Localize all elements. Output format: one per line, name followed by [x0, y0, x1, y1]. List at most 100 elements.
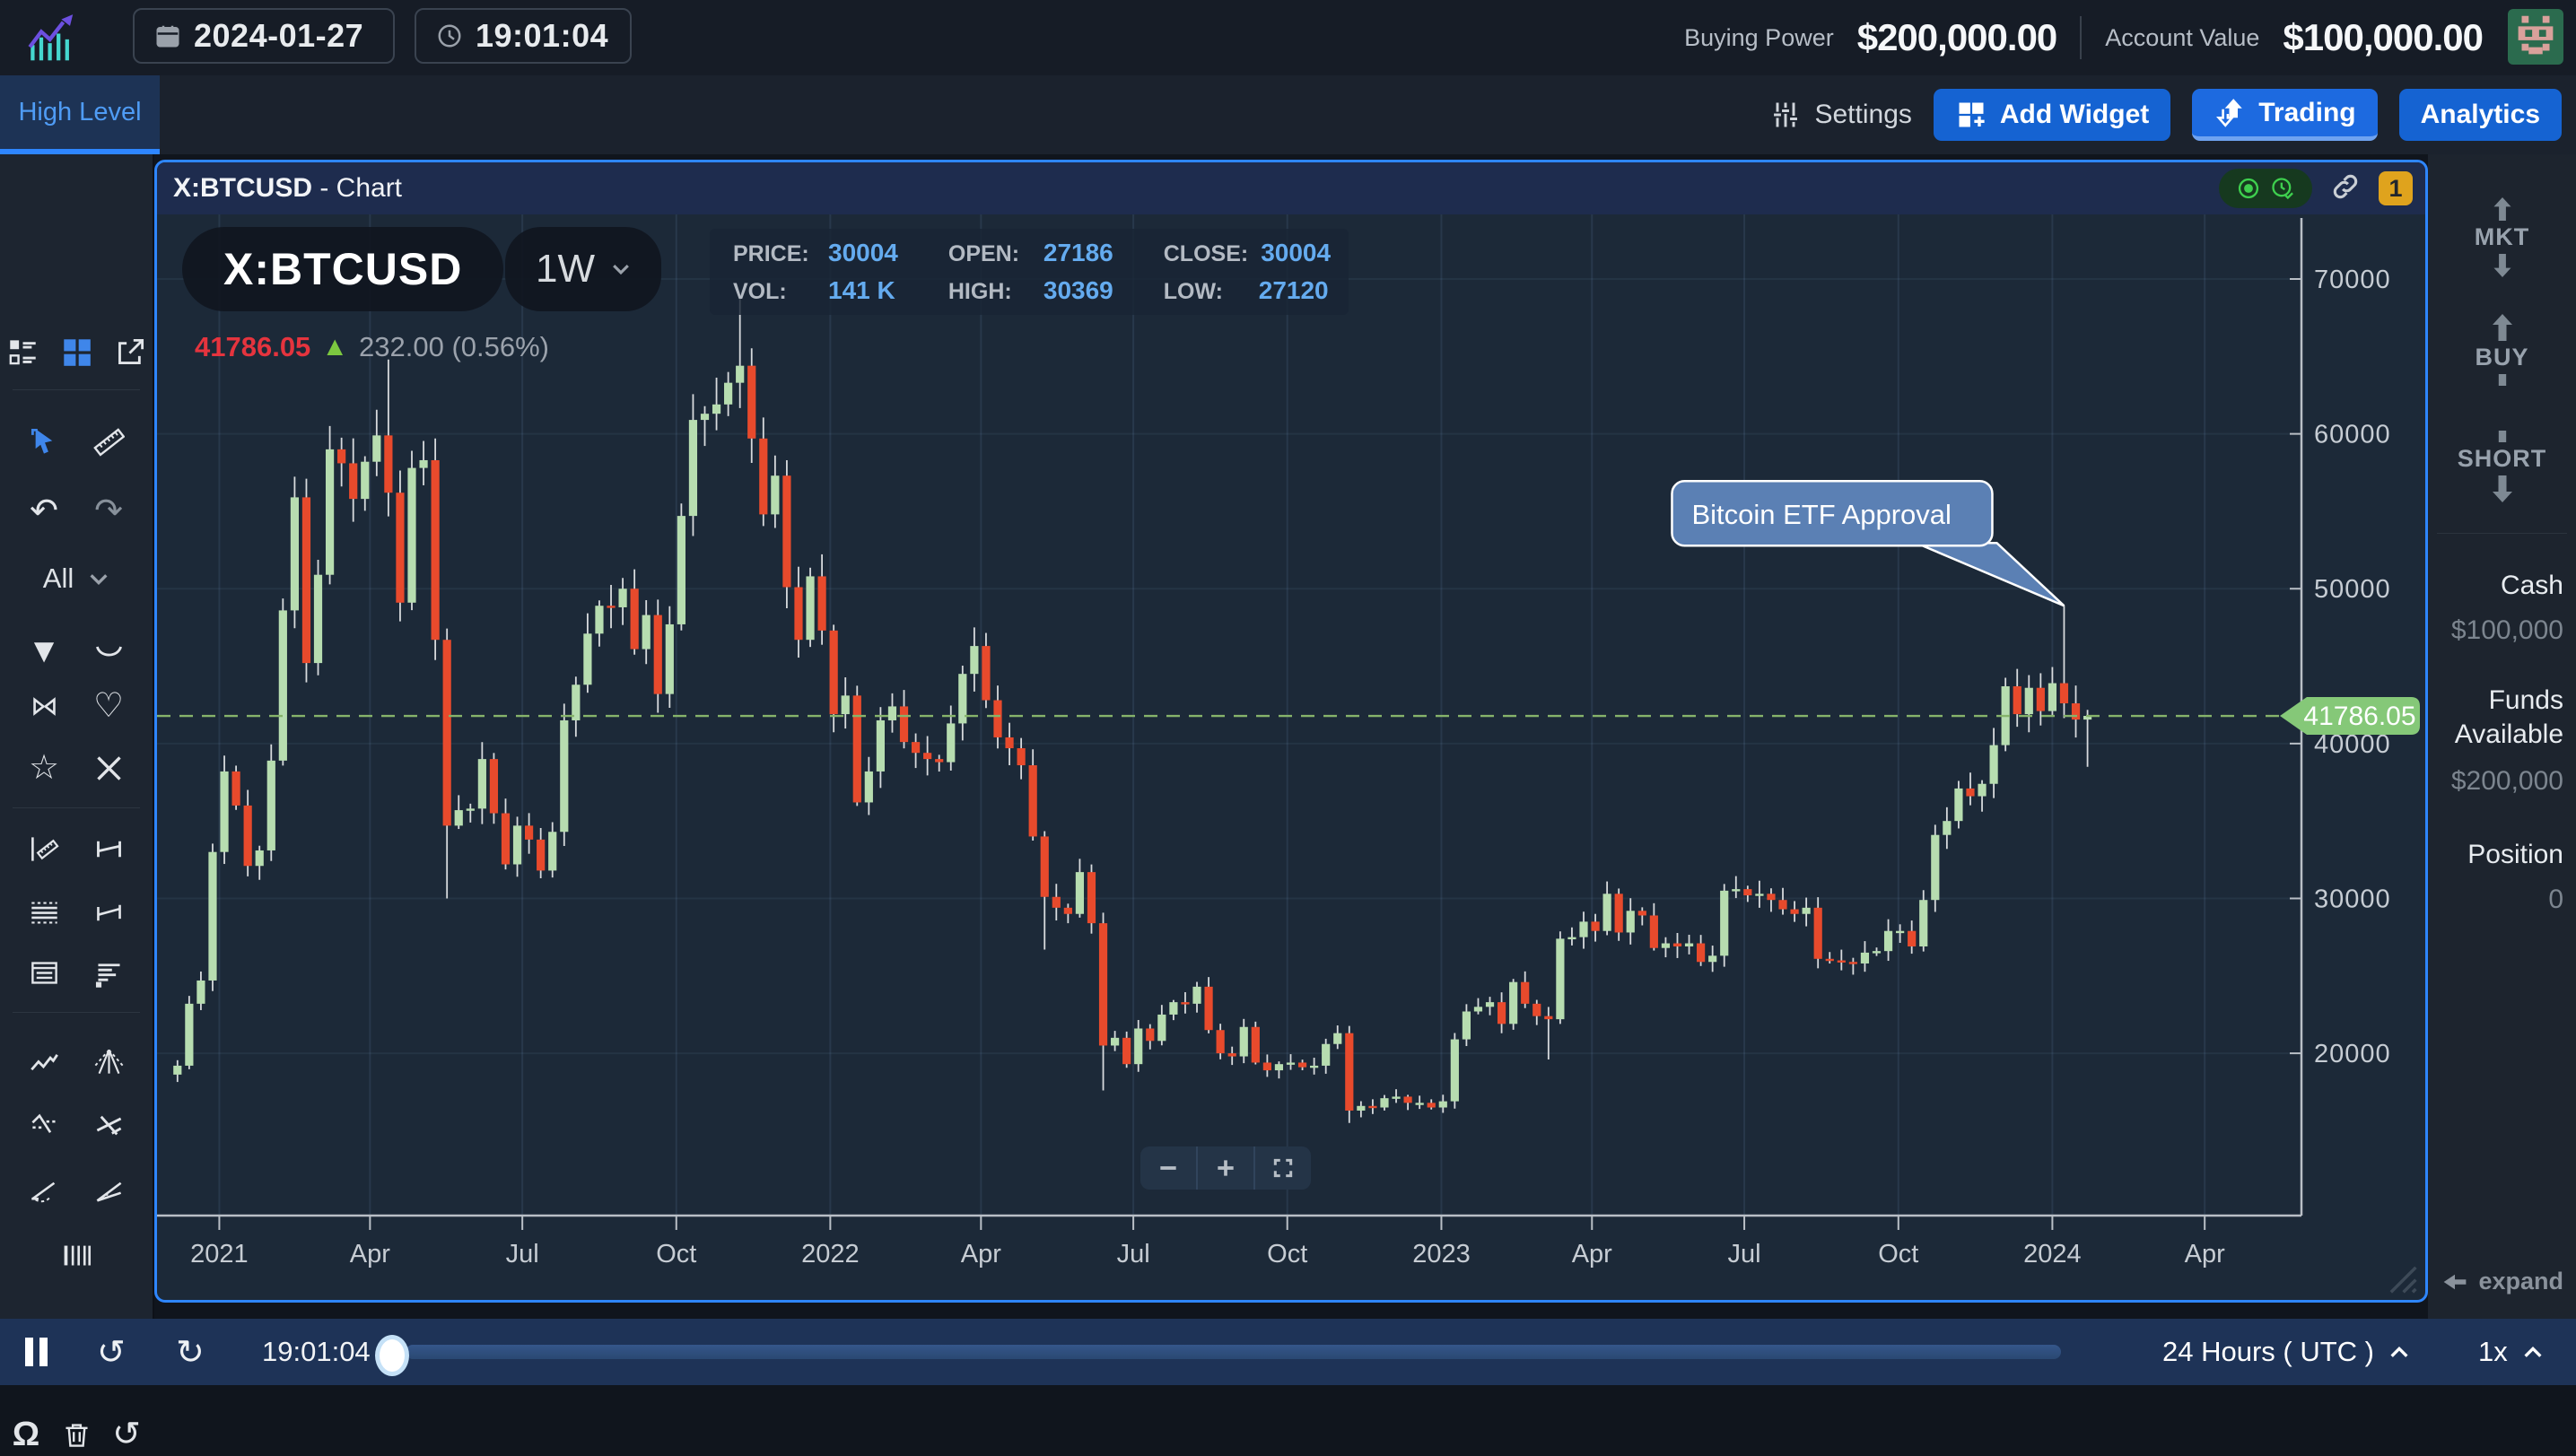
drawings-filter-dropdown[interactable]: All	[43, 562, 109, 595]
readout-low: 27120	[1259, 276, 1329, 305]
cross-lines-icon[interactable]	[87, 1103, 130, 1146]
settings-button[interactable]: Settings	[1769, 99, 1911, 131]
timezone-dropdown[interactable]: 24 Hours ( UTC )	[2162, 1319, 2410, 1385]
top-bar: 2024-01-27 19:01:04 Buying Power $200,00…	[0, 0, 2576, 75]
tab-high-level[interactable]: High Level	[0, 75, 160, 154]
triangle-down-icon[interactable]: ▼	[22, 630, 65, 673]
time-value: 19:01:04	[476, 17, 608, 55]
arrow-up-icon	[2484, 314, 2520, 341]
svg-text:Oct: Oct	[1878, 1240, 1918, 1269]
svg-text:2021: 2021	[190, 1240, 249, 1269]
speed-dropdown[interactable]: 1x	[2478, 1319, 2544, 1385]
arc-icon[interactable]	[87, 630, 130, 673]
clock-check-icon	[2270, 176, 2295, 201]
timeframe-dropdown[interactable]: 1W	[505, 227, 661, 311]
order-sidebar: MKT BUY SHORT Cash $100,000 Funds Availa…	[2428, 154, 2576, 1319]
svg-text:60000: 60000	[2314, 421, 2391, 449]
ohlc-readout: PRICE:30004 OPEN:27186 CLOSE:30004 VOL:1…	[710, 229, 1349, 315]
star-icon[interactable]: ☆	[22, 746, 65, 789]
resize-handle[interactable]	[2379, 1255, 2420, 1296]
user-avatar[interactable]	[2508, 9, 2563, 65]
arrow-down-icon	[2484, 254, 2520, 277]
divider	[2437, 533, 2567, 534]
chevron-up-icon	[2388, 1346, 2410, 1359]
drawing-toolbar: ↶↷All▼♡☆Ω↺	[0, 154, 154, 1319]
symbol-pill[interactable]: X:BTCUSD	[182, 227, 503, 311]
price-change: 232.00 (0.56%)	[359, 331, 549, 363]
expand-button[interactable]: expand	[2442, 1268, 2563, 1295]
svg-text:2022: 2022	[801, 1240, 860, 1269]
heart-icon[interactable]: ♡	[87, 684, 130, 728]
grid-icon[interactable]	[55, 330, 98, 373]
time-picker[interactable]: 19:01:04	[415, 8, 632, 64]
cursor-icon[interactable]	[22, 420, 65, 463]
fan-lines-icon[interactable]	[87, 1040, 130, 1083]
stub-icon	[2484, 374, 2520, 386]
undo-icon[interactable]: ↶	[22, 490, 65, 533]
align-left-icon[interactable]	[87, 951, 130, 994]
chevron-up-icon	[2522, 1346, 2544, 1359]
chart-panel-title: X:BTCUSD - Chart	[173, 173, 402, 204]
playback-slider-handle[interactable]	[375, 1335, 409, 1376]
redo-icon[interactable]: ↷	[87, 490, 130, 533]
svg-text:Jul: Jul	[506, 1240, 539, 1269]
date-value: 2024-01-27	[194, 17, 363, 55]
angle-lines-icon[interactable]	[87, 1169, 130, 1212]
short-button[interactable]: SHORT	[2428, 431, 2576, 502]
svg-text:2023: 2023	[1412, 1240, 1471, 1269]
magnet-icon[interactable]: Ω	[4, 1413, 48, 1456]
buy-button[interactable]: BUY	[2428, 314, 2576, 386]
playback-slider-track[interactable]	[406, 1345, 2061, 1359]
layout-list-icon[interactable]	[1, 330, 44, 373]
workspace-bar: High Level Settings Add Widget Trading A…	[0, 75, 2576, 154]
calendar-icon	[154, 22, 181, 49]
svg-text:Bitcoin ETF Approval: Bitcoin ETF Approval	[1691, 499, 1951, 530]
restore-icon[interactable]: ↺	[105, 1413, 148, 1456]
chart-zoom-controls	[1140, 1146, 1311, 1190]
zoom-in-button[interactable]	[1196, 1146, 1253, 1190]
add-widget-button[interactable]: Add Widget	[1934, 89, 2170, 141]
fullscreen-button[interactable]	[1253, 1146, 1311, 1190]
market-order-button[interactable]: MKT	[2428, 197, 2576, 277]
annotation-callout[interactable]: Bitcoin ETF Approval	[1672, 481, 2064, 606]
zigzag-icon[interactable]	[22, 1040, 65, 1083]
trading-app: { "topbar": { "date": "2024-01-27", "tim…	[0, 0, 2576, 1385]
app-logo-icon	[27, 13, 84, 63]
analytics-button[interactable]: Analytics	[2399, 89, 2562, 141]
playback-time: 19:01:04	[262, 1319, 371, 1385]
measure-ruler-icon[interactable]	[22, 827, 65, 870]
parallel-lines-icon[interactable]	[22, 891, 65, 934]
flip-horizontal-icon[interactable]	[22, 684, 65, 728]
recording-status-pill[interactable]	[2219, 169, 2312, 208]
playback-bar: ↺ ↻ 19:01:04 24 Hours ( UTC ) 1x	[0, 1319, 2576, 1385]
readout-open: 27186	[1043, 239, 1113, 267]
svg-text:41786.05: 41786.05	[2303, 702, 2415, 731]
link-icon[interactable]	[2330, 171, 2361, 206]
restart-button[interactable]: ↺	[97, 1319, 126, 1385]
readout-close: 30004	[1261, 239, 1331, 267]
trading-button[interactable]: Trading	[2192, 89, 2377, 141]
pause-button[interactable]	[25, 1319, 48, 1385]
chevron-down-icon	[88, 572, 109, 586]
buying-power-value: $200,000.00	[1857, 16, 2057, 59]
date-picker[interactable]: 2024-01-27	[133, 8, 395, 64]
trash-icon[interactable]	[55, 1413, 98, 1456]
protractor-icon[interactable]	[22, 1169, 65, 1212]
readout-high: 30369	[1043, 276, 1113, 305]
step-forward-button[interactable]: ↻	[176, 1319, 205, 1385]
barcode-icon[interactable]	[55, 1234, 98, 1277]
external-link-icon[interactable]	[109, 330, 152, 373]
ruler-icon[interactable]	[87, 420, 130, 463]
trend-segment-icon[interactable]	[87, 891, 130, 934]
svg-text:Apr: Apr	[350, 1240, 390, 1269]
chart-panel-header[interactable]: X:BTCUSD - Chart 1	[157, 162, 2425, 214]
notepad-icon[interactable]	[22, 951, 65, 994]
zoom-out-button[interactable]	[1140, 1146, 1196, 1190]
horizontal-range-icon[interactable]	[87, 827, 130, 870]
peak-lines-icon[interactable]	[22, 1103, 65, 1146]
readout-price: 30004	[828, 239, 898, 267]
close-x-icon[interactable]	[87, 746, 130, 789]
notification-badge[interactable]: 1	[2379, 171, 2413, 205]
